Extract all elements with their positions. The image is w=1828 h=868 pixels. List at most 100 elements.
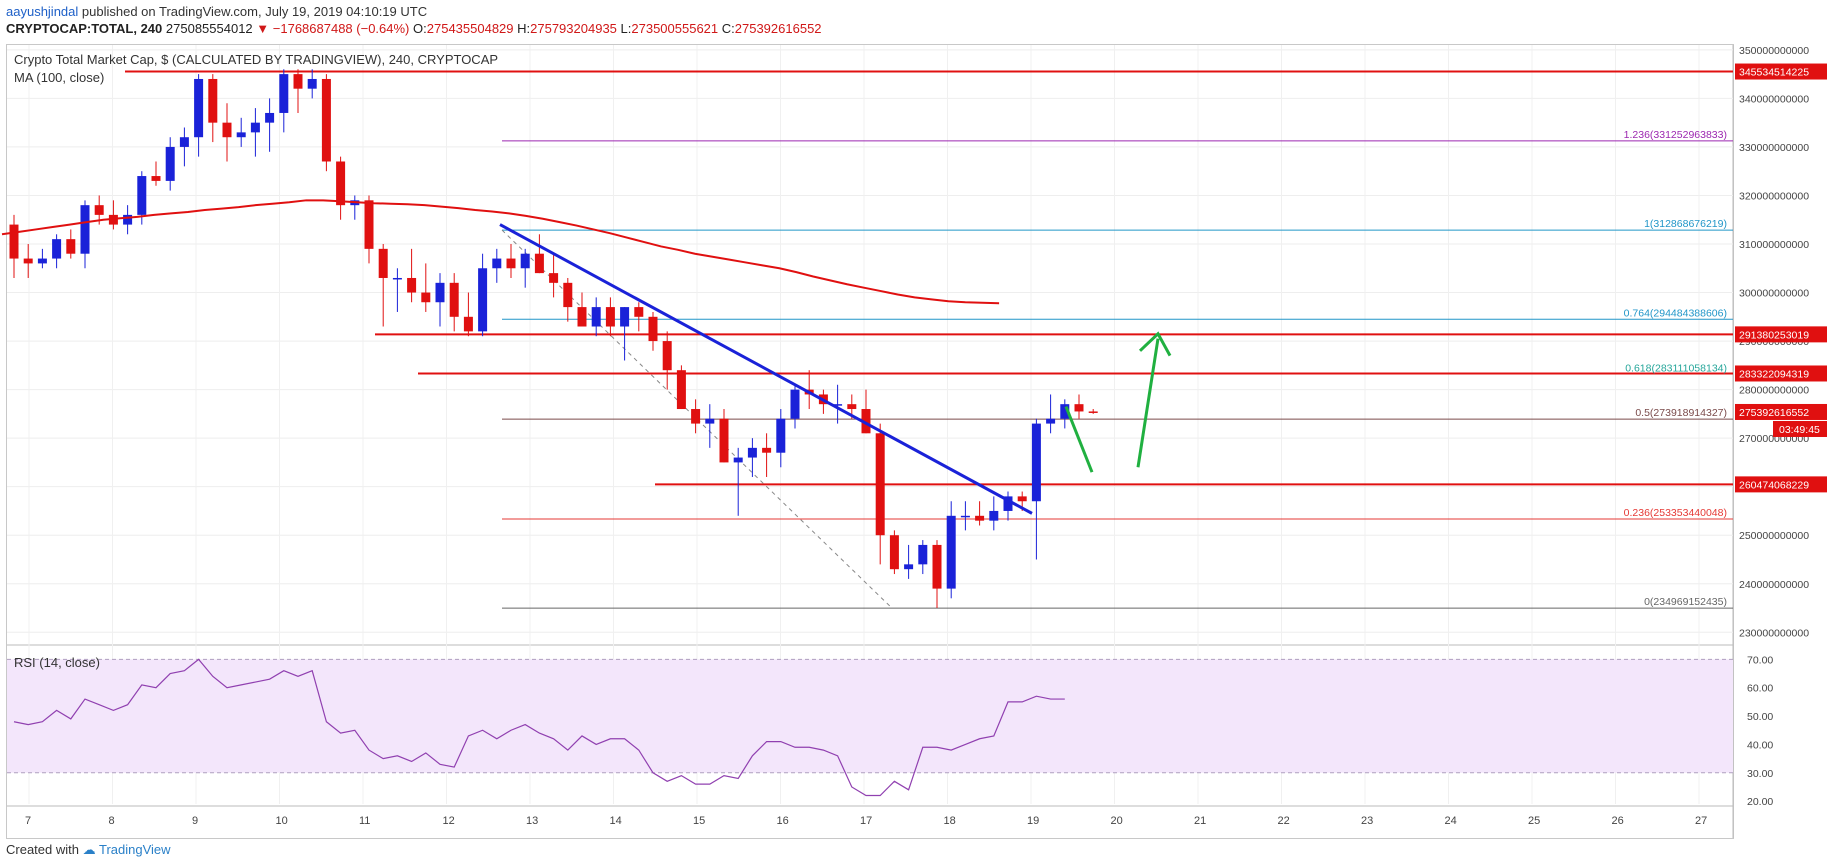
time-tick-label: 15 xyxy=(693,815,705,827)
high-value: 275793204935 xyxy=(530,21,617,36)
time-tick-label: 23 xyxy=(1361,815,1373,827)
time-tick-label: 27 xyxy=(1695,815,1707,827)
candle-body xyxy=(932,544,942,589)
published-text: published on TradingView.com, July 19, 2… xyxy=(78,4,428,19)
price-tag-bg xyxy=(1735,63,1827,80)
candle-body xyxy=(222,122,232,138)
candle-body xyxy=(833,404,843,406)
fib-label: 0.764(294484388606) xyxy=(1624,307,1727,319)
candle-body xyxy=(861,409,871,434)
candle-body xyxy=(605,307,615,327)
tradingview-link[interactable]: TradingView xyxy=(99,842,171,857)
candle-body xyxy=(875,433,885,536)
candle-body xyxy=(435,282,445,303)
fib-label: 0.5(273918914327) xyxy=(1635,407,1727,419)
candle-body xyxy=(364,200,374,249)
candle-body xyxy=(534,253,544,274)
candle-body xyxy=(179,137,189,147)
candle-body xyxy=(1060,404,1070,419)
chart-title: Crypto Total Market Cap, $ (CALCULATED B… xyxy=(14,52,499,67)
candle-body xyxy=(9,224,19,259)
candle-body xyxy=(378,248,388,278)
ohlc-summary: CRYPTOCAP:TOTAL, 240 275085554012 ▼ −176… xyxy=(6,21,822,36)
rsi-tick-label: 30.00 xyxy=(1747,768,1773,780)
candle-body xyxy=(889,535,899,570)
time-tick-label: 7 xyxy=(25,815,31,827)
rsi-legend: RSI (14, close) xyxy=(14,655,100,670)
candle-body xyxy=(676,370,686,410)
candle-body xyxy=(265,112,275,123)
candle-body xyxy=(165,146,175,181)
rsi-tick-label: 20.00 xyxy=(1747,796,1773,808)
candle-body xyxy=(1003,496,1013,511)
candle-body xyxy=(705,418,715,424)
time-tick-label: 9 xyxy=(192,815,198,827)
price-tag-bg xyxy=(1735,365,1827,382)
price-tick-label: 300000000000 xyxy=(1739,288,1809,300)
close-value: 275392616552 xyxy=(734,21,822,36)
candle-body xyxy=(321,78,331,162)
candle-body xyxy=(563,282,573,308)
countdown-bg xyxy=(1773,420,1827,437)
candle-body xyxy=(80,205,90,254)
low-value: 273500555621 xyxy=(631,21,719,36)
time-tick-label: 22 xyxy=(1278,815,1290,827)
candle-body xyxy=(1017,496,1027,502)
close-label: C: xyxy=(721,21,735,36)
candle-body xyxy=(66,239,76,254)
candle-body xyxy=(520,253,530,269)
candle-body xyxy=(392,277,402,280)
fib-label: 0.236(253353440048) xyxy=(1624,507,1727,519)
candle-body xyxy=(151,176,161,181)
time-tick-label: 24 xyxy=(1445,815,1457,827)
open-value: 275435504829 xyxy=(426,21,514,36)
price-tag-bg xyxy=(1735,403,1827,420)
down-arrow xyxy=(1064,406,1094,473)
time-tick-label: 8 xyxy=(109,815,115,827)
fib-label: 1.236(331252963833) xyxy=(1624,129,1727,141)
created-with-label: Created with xyxy=(6,842,79,857)
candle-body xyxy=(449,282,459,317)
candle-body xyxy=(662,341,672,371)
price-tag-bg xyxy=(1735,326,1827,343)
price-tag-resistance: 291380253019 xyxy=(1739,329,1809,341)
up-arrow xyxy=(1136,338,1160,468)
candle-body xyxy=(989,510,999,521)
candle-body xyxy=(37,258,47,264)
time-tick-label: 13 xyxy=(526,815,538,827)
candle-body xyxy=(691,409,701,424)
candle-body xyxy=(1046,418,1056,424)
rsi-tick-label: 70.00 xyxy=(1747,654,1773,666)
fib-label: 1(312868676219) xyxy=(1644,218,1727,230)
price-tick-label: 310000000000 xyxy=(1739,239,1809,251)
candle-body xyxy=(336,161,346,206)
price-tick-label: 340000000000 xyxy=(1739,93,1809,105)
candle-body xyxy=(23,258,33,264)
candle-body xyxy=(620,307,630,327)
time-tick-label: 20 xyxy=(1111,815,1123,827)
time-tick-label: 17 xyxy=(860,815,872,827)
author-link[interactable]: aayushjindal xyxy=(6,4,79,19)
candle-body xyxy=(492,258,502,269)
rsi-tick-label: 60.00 xyxy=(1747,683,1773,695)
ma-100-line xyxy=(1,199,1000,305)
candle-body xyxy=(1088,411,1098,413)
change-value: ▼ −1768687488 (−0.64%) xyxy=(256,21,410,36)
time-tick-label: 16 xyxy=(777,815,789,827)
candle-body xyxy=(648,316,658,342)
time-tick-label: 10 xyxy=(276,815,288,827)
candle-body xyxy=(762,447,772,453)
open-label: O: xyxy=(413,21,427,36)
price-tick-label: 250000000000 xyxy=(1739,530,1809,542)
candle-body xyxy=(463,316,473,332)
price-tag-last: 275392616552 xyxy=(1739,407,1809,419)
candle-body xyxy=(1074,404,1084,412)
candle-body xyxy=(279,74,289,113)
time-tick-label: 14 xyxy=(610,815,622,827)
last-value: 275085554012 xyxy=(165,21,253,36)
price-tick-label: 240000000000 xyxy=(1739,579,1809,591)
price-tag-resistance: 283322094319 xyxy=(1739,368,1809,380)
candle-body xyxy=(577,307,587,327)
candle-body xyxy=(634,307,644,317)
